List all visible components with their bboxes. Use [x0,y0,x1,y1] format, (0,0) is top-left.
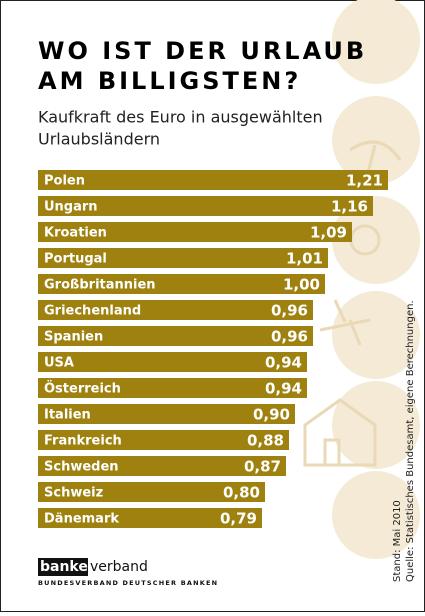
chart-title: AM BILLIGSTEN? [38,67,301,95]
bar [38,170,388,190]
value-label: 0,96 [271,302,308,320]
chart-subtitle: Urlaubsländern [38,130,160,149]
bar [38,248,328,268]
bar [38,196,373,216]
note: Stand: Mai 2010 [392,500,403,582]
value-label: 0,96 [271,328,308,346]
bar [38,378,307,398]
logo-text: verband [90,559,148,575]
chart-subtitle: Kaufkraft des Euro in ausgewählten [38,108,323,127]
bar [38,300,313,320]
value-label: 1,16 [331,198,368,216]
category-label: Polen [44,174,85,189]
value-label: 0,88 [247,432,284,450]
bar [38,404,295,424]
chart-title: WO IST DER URLAUB [38,37,367,65]
category-label: Griechenland [44,304,141,319]
category-label: Frankreich [44,434,122,449]
value-label: 0,80 [223,484,260,502]
bar [38,326,313,346]
bar [38,430,289,450]
category-label: Ungarn [44,200,98,215]
value-label: 1,01 [286,250,323,268]
value-label: 0,90 [253,406,290,424]
logo-text: banken [40,559,98,575]
bar [38,456,286,476]
category-label: Dänemark [44,512,119,527]
logo-tagline: BUNDESVERBAND DEUTSCHER BANKEN [38,579,218,587]
bar [38,274,325,294]
value-label: 0,87 [244,458,281,476]
category-label: USA [44,356,74,371]
value-label: 0,94 [265,380,302,398]
bar [38,352,307,372]
bar [38,482,265,502]
value-label: 1,09 [310,224,347,242]
value-label: 1,21 [346,172,383,190]
category-label: Schweiz [44,486,103,501]
category-label: Italien [44,408,91,423]
category-label: Portugal [44,252,107,267]
bar [38,222,352,242]
category-label: Schweden [44,460,119,475]
note: Quelle: Statistisches Bundesamt, eigene … [405,300,416,582]
bar [38,508,262,528]
logo-box [38,558,88,576]
category-label: Großbritannien [44,278,156,293]
category-label: Kroatien [44,226,107,241]
value-label: 0,79 [220,510,257,528]
value-label: 0,94 [265,354,302,372]
category-label: Österreich [44,381,121,397]
category-label: Spanien [44,330,103,345]
value-label: 1,00 [283,276,320,294]
